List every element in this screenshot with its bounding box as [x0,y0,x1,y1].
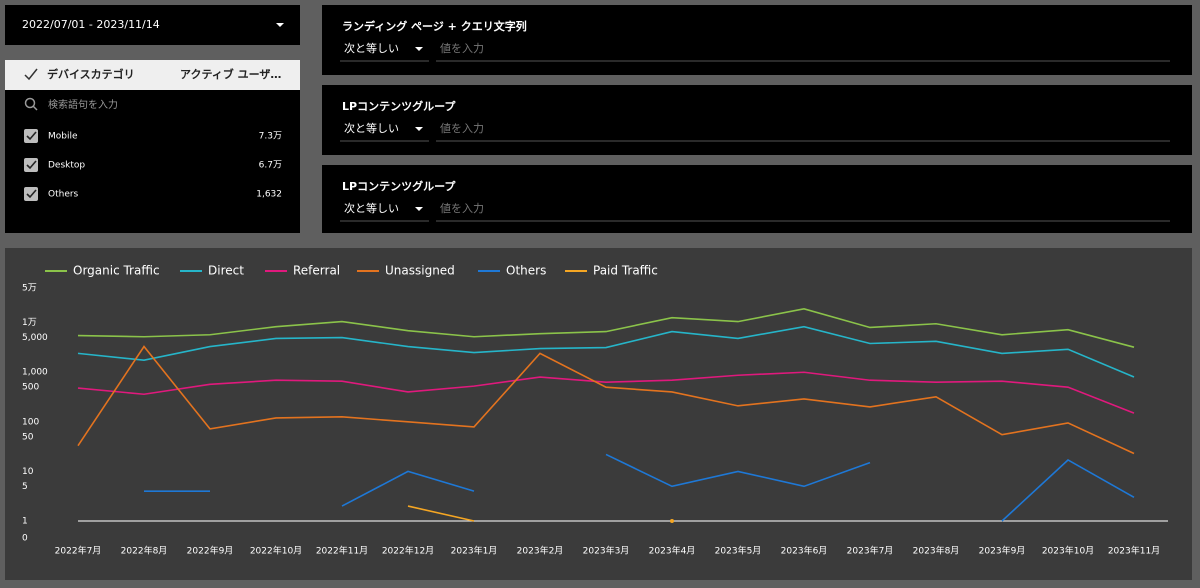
x-tick-label: 2023年8月 [913,545,960,557]
legend-label: Unassigned [385,264,455,278]
chart-panel [5,248,1192,580]
series-line [144,453,1135,522]
date-range: 2022/07/01 - 2023/11/14 [22,18,160,31]
series-line [77,345,1135,455]
device-name: Desktop [48,161,85,171]
x-tick-label: 2022年10月 [250,545,302,557]
x-tick-label: 2022年9月 [187,545,234,557]
x-tick-label: 2023年1月 [451,545,498,557]
checkmark [26,189,37,199]
legend-label: Paid Traffic [593,264,658,278]
search-input[interactable]: 検索語句を入力 [48,98,118,111]
column-header: デバイスカテゴリ [47,67,135,81]
dropdown-arrow [415,207,423,211]
x-tick-label: 2022年11月 [316,545,368,557]
dropdown-arrow [415,47,423,51]
checkmark [26,131,37,141]
legend-label: Organic Traffic [73,264,160,278]
table-header [5,60,300,90]
x-tick-label: 2023年4月 [649,545,696,557]
y-tick-label: 10 [22,467,34,477]
dropdown-arrow [415,127,423,131]
y-tick-label: 500 [22,383,39,393]
x-tick-label: 2023年9月 [979,545,1026,557]
filter-title: LPコンテンツグループ [342,99,456,113]
x-tick-label: 2023年10月 [1042,545,1094,557]
y-tick-label: 100 [22,417,39,427]
device-value: 6.7万 [259,161,282,171]
series-line [77,308,1135,348]
x-tick-label: 2023年2月 [517,545,564,557]
y-tick-label: 1,000 [22,368,48,378]
y-tick-label: 1 [22,517,28,527]
y-tick-label: 1万 [22,318,37,328]
filter-panel [322,165,1192,233]
legend-label: Others [506,264,546,278]
y-tick-label: 50 [22,432,34,442]
legend-label: Referral [293,264,340,278]
filter-panel [322,5,1192,75]
filter-operator[interactable]: 次と等しい [344,201,399,215]
x-tick-label: 2022年8月 [121,545,168,557]
x-tick-label: 2022年12月 [382,545,434,557]
y-tick-label: 5,000 [22,333,48,343]
legend-label: Direct [208,264,244,278]
device-value: 7.3万 [259,132,282,142]
y-tick-label: 0 [22,534,28,544]
x-tick-label: 2023年11月 [1108,545,1160,557]
x-tick-label: 2023年3月 [583,545,630,557]
checkbox[interactable] [24,158,38,172]
column-header: アクティブ ユーザ… [180,67,281,81]
x-tick-label: 2023年6月 [781,545,828,557]
filter-input[interactable]: 値を入力 [440,42,484,55]
x-tick-label: 2023年7月 [847,545,894,557]
checkbox[interactable] [24,129,38,143]
y-tick-label: 5 [22,482,28,492]
date-picker[interactable] [5,5,300,45]
x-tick-label: 2022年7月 [55,545,102,557]
filter-operator[interactable]: 次と等しい [344,121,399,135]
filter-input[interactable]: 値を入力 [440,122,484,135]
search-icon [24,97,36,109]
filter-input[interactable]: 値を入力 [440,202,484,215]
filter-panel [322,85,1192,155]
series-line [77,325,1135,378]
device-value: 1,632 [256,190,282,200]
device-name: Others [48,190,79,200]
device-name: Mobile [48,132,78,142]
search-icon [32,105,38,111]
checkmark [26,160,37,170]
x-tick-label: 2023年5月 [715,545,762,557]
checkbox[interactable] [24,187,38,201]
y-tick-label: 5万 [22,284,37,294]
series-line [77,371,1135,414]
filter-title: LPコンテンツグループ [342,179,456,193]
filter-title: ランディング ページ + クエリ文字列 [342,19,527,33]
point [670,519,674,523]
filter-operator[interactable]: 次と等しい [344,41,399,55]
dropdown-arrow [276,23,284,27]
check-all[interactable] [24,68,38,81]
